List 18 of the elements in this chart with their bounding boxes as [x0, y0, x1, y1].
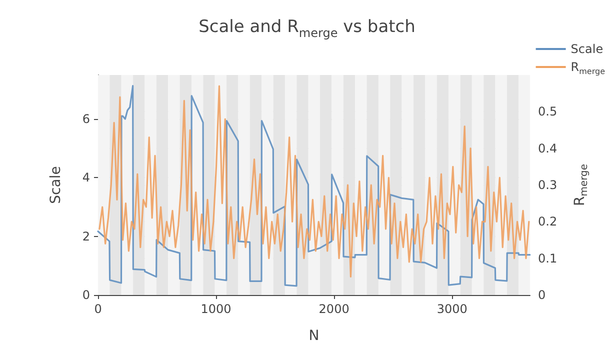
y-axis-title: Scale — [48, 166, 64, 204]
y2-tick-label: 0.4 — [538, 141, 558, 156]
y2-tick-label: 0.2 — [538, 214, 558, 229]
y2-axis-title: Rmerge — [572, 164, 590, 206]
x-tick-label: 0 — [94, 302, 102, 316]
x-axis-title: N — [308, 328, 320, 344]
y-tick-label: 2 — [82, 229, 90, 244]
y2-tick-label: 0.1 — [538, 251, 558, 266]
y2-tick-label: 0.3 — [538, 178, 558, 192]
x-tick-label: 3000 — [436, 302, 468, 316]
y2-tick-label: 0.5 — [538, 104, 558, 119]
y2-tick-label: 0 — [538, 288, 546, 302]
y-tick-label: 4 — [82, 170, 90, 185]
legend-label: Scale — [570, 42, 604, 56]
y-tick-label: 0 — [82, 288, 90, 302]
y-tick-label: 6 — [82, 112, 90, 126]
x-tick-label: 2000 — [318, 302, 350, 316]
x-tick-label: 1000 — [200, 302, 232, 316]
